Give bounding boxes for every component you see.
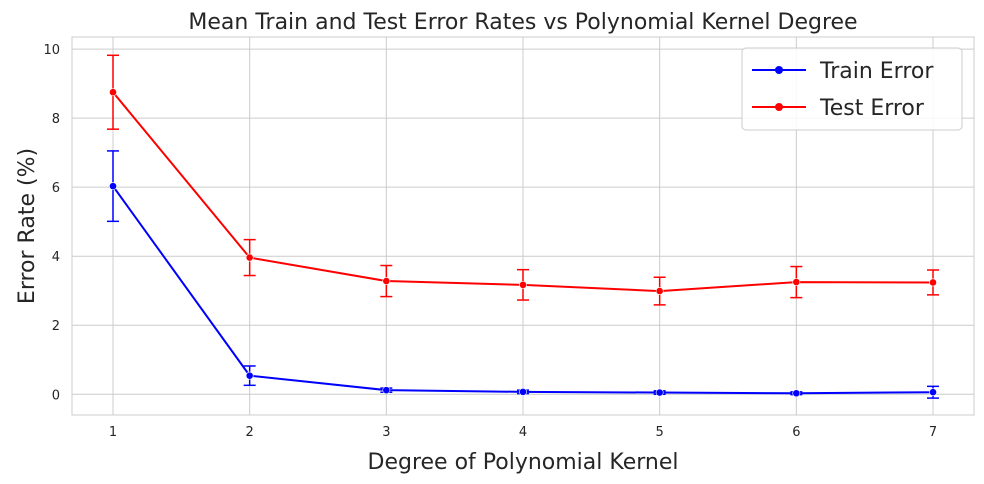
y-tick-label: 6: [52, 181, 60, 196]
x-tick-label: 5: [656, 425, 664, 440]
legend: Train Error Test Error: [741, 47, 963, 131]
y-tick-label: 8: [52, 112, 60, 127]
x-tick-label: 4: [519, 425, 527, 440]
grid-lines: [72, 37, 974, 415]
data-point-test-error: [382, 277, 391, 285]
series-train-error: [107, 150, 939, 399]
data-point-test-error: [792, 278, 801, 286]
legend-marker-test-error: [775, 103, 783, 111]
y-tick-label: 0: [52, 388, 60, 403]
series-layer: [107, 54, 939, 399]
x-tick-label: 3: [382, 425, 390, 440]
chart-title: Mean Train and Test Error Rates vs Polyn…: [188, 10, 857, 35]
series-test-error: [107, 54, 939, 306]
y-tick-label: 2: [52, 319, 60, 334]
y-tick-label: 10: [43, 43, 60, 58]
data-point-train-error: [929, 388, 937, 397]
data-point-train-error: [245, 371, 254, 380]
x-tick-labels: 1 2 3 4 5 6 7: [109, 425, 937, 440]
legend-marker-train-error: [775, 66, 783, 74]
legend-label-train-error: Train Error: [819, 59, 934, 84]
data-point-test-error: [519, 280, 527, 289]
y-tick-labels: 0 2 4 6 8 10: [43, 43, 60, 403]
data-point-train-error: [109, 182, 117, 191]
data-point-test-error: [929, 278, 937, 287]
y-tick-label: 4: [52, 250, 60, 265]
data-point-train-error: [519, 387, 527, 396]
data-point-train-error: [792, 389, 801, 398]
x-tick-label: 7: [929, 425, 937, 440]
x-axis-title: Degree of Polynomial Kernel: [368, 450, 679, 475]
data-point-test-error: [109, 88, 117, 97]
x-tick-label: 2: [246, 425, 254, 440]
legend-label-test-error: Test Error: [819, 96, 925, 121]
data-point-train-error: [382, 386, 391, 395]
x-tick-label: 6: [792, 425, 800, 440]
data-point-train-error: [655, 388, 664, 397]
x-tick-label: 1: [109, 425, 117, 440]
data-point-test-error: [655, 287, 664, 295]
legend-box: [741, 47, 963, 131]
data-point-test-error: [245, 253, 254, 262]
y-axis-title: Error Rate (%): [15, 148, 40, 304]
